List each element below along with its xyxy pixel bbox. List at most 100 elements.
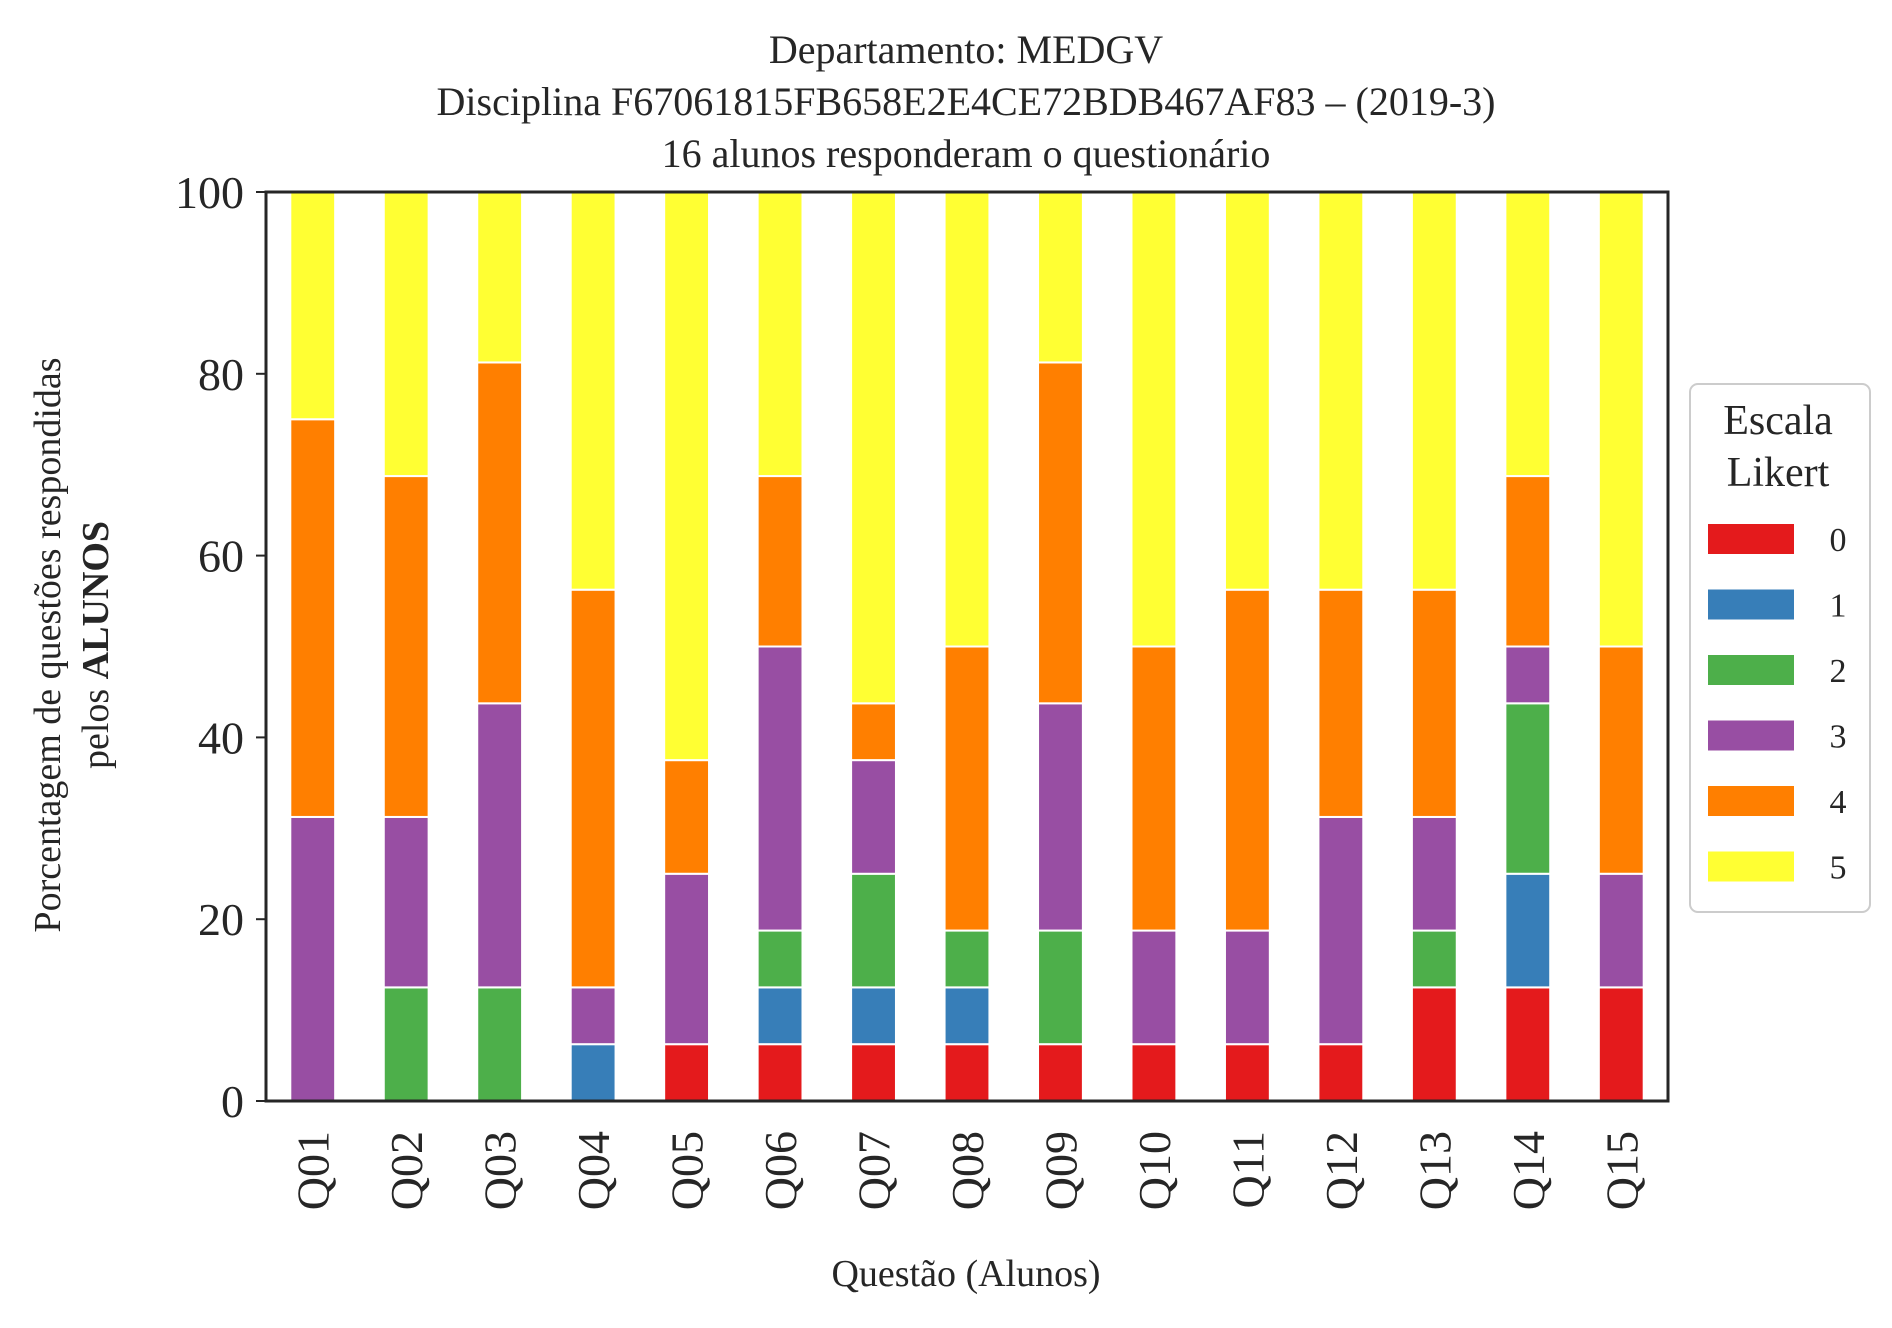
bar-Q07-likert-0 bbox=[850, 1043, 897, 1102]
legend-items: 0 1 2 3 4 5 bbox=[1708, 522, 1847, 887]
bar-stacks bbox=[289, 191, 1645, 1103]
bar-Q08-likert-4 bbox=[943, 645, 991, 932]
bar-Q09-likert-2 bbox=[1037, 929, 1084, 1046]
bar-Q03-likert-2 bbox=[476, 986, 524, 1103]
chart-title-line-3: 16 alunos responderam o questionário bbox=[662, 131, 1271, 176]
legend-frame bbox=[1689, 383, 1871, 913]
bar-Q06-likert-2 bbox=[756, 929, 804, 989]
legend-swatch-3 bbox=[1708, 720, 1794, 751]
bar-Q05-likert-3 bbox=[663, 872, 711, 1046]
bar-Q07-likert-2 bbox=[850, 872, 897, 989]
legend-title-line-1: Escala bbox=[1723, 398, 1833, 444]
bar-Q06-likert-3 bbox=[756, 645, 804, 932]
x-axis-ticks: Q01 Q02 Q03 Q04 Q05 Q06 Q07 Q08 Q09 Q10 Q11 Q12 Q13 Q… bbox=[288, 1131, 1648, 1210]
bar-Q07-likert-1 bbox=[850, 986, 897, 1046]
bar-Q13-likert-4 bbox=[1410, 588, 1458, 818]
x-tick-label: Q07 bbox=[849, 1131, 900, 1210]
bar-Q02-likert-4 bbox=[382, 475, 430, 818]
bar-Q12-likert-3 bbox=[1317, 815, 1365, 1046]
bar-Q14-likert-1 bbox=[1504, 872, 1552, 989]
y-tick-label: 20 bbox=[198, 894, 244, 945]
bar-Q09-likert-3 bbox=[1037, 702, 1084, 932]
bar-Q07-likert-4 bbox=[850, 702, 897, 762]
bar-Q15-likert-3 bbox=[1597, 872, 1645, 989]
bar-Q13-likert-2 bbox=[1410, 929, 1458, 989]
bar-Q12-likert-4 bbox=[1317, 588, 1365, 818]
plot-frame bbox=[264, 190, 1670, 1103]
bar-Q10-likert-3 bbox=[1130, 929, 1178, 1046]
bar-Q13-likert-5 bbox=[1410, 191, 1458, 591]
bar-Q14-likert-3 bbox=[1504, 645, 1552, 705]
y-tick-label: 100 bbox=[175, 167, 244, 218]
y-axis-label-line-1: Porcentagem de questões respondidas bbox=[27, 357, 69, 932]
bar-Q07-likert-3 bbox=[850, 759, 897, 875]
legend-label-1: 1 bbox=[1830, 588, 1847, 625]
x-tick-label: Q03 bbox=[475, 1131, 526, 1210]
bar-Q12-likert-5 bbox=[1317, 191, 1365, 591]
x-tick-label: Q10 bbox=[1129, 1131, 1180, 1210]
bar-Q12-likert-0 bbox=[1317, 1043, 1365, 1102]
bar-Q08-likert-2 bbox=[943, 929, 991, 989]
x-tick-label: Q05 bbox=[662, 1131, 713, 1210]
legend-swatch-5 bbox=[1708, 851, 1794, 882]
legend-swatch-2 bbox=[1708, 655, 1794, 685]
bar-Q06-likert-4 bbox=[756, 475, 804, 648]
y-tick-label: 80 bbox=[198, 349, 244, 400]
bar-Q11-likert-4 bbox=[1223, 588, 1271, 932]
bar-Q11-likert-5 bbox=[1223, 191, 1271, 591]
bar-Q05-likert-5 bbox=[663, 191, 711, 762]
bar-Q14-likert-0 bbox=[1504, 986, 1552, 1103]
bar-Q01-likert-4 bbox=[289, 418, 337, 818]
bar-Q11-likert-3 bbox=[1223, 929, 1271, 1046]
legend: Escala Likert 0 1 2 3 4 5 bbox=[1689, 383, 1871, 913]
bar-Q10-likert-0 bbox=[1130, 1043, 1178, 1102]
bar-Q15-likert-5 bbox=[1597, 191, 1645, 648]
bar-Q11-likert-0 bbox=[1223, 1043, 1271, 1102]
bar-Q14-likert-5 bbox=[1504, 191, 1552, 478]
bar-Q05-likert-4 bbox=[663, 759, 711, 875]
y-tick-label: 60 bbox=[198, 531, 244, 582]
bar-Q04-likert-1 bbox=[569, 1043, 617, 1102]
bar-Q02-likert-2 bbox=[382, 986, 430, 1103]
chart-title-line-2: Disciplina F67061815FB658E2E4CE72BDB467A… bbox=[437, 79, 1496, 124]
legend-title-line-2: Likert bbox=[1727, 450, 1830, 496]
bar-Q01-likert-3 bbox=[289, 815, 337, 1102]
y-tick-label: 40 bbox=[198, 712, 244, 763]
legend-label-3: 3 bbox=[1830, 719, 1847, 756]
bar-Q03-likert-4 bbox=[476, 361, 524, 705]
y-axis-label-prefix: pelos bbox=[75, 679, 117, 769]
bar-Q03-likert-3 bbox=[476, 702, 524, 989]
legend-label-0: 0 bbox=[1830, 522, 1847, 559]
bar-Q14-likert-2 bbox=[1504, 702, 1552, 875]
x-tick-label: Q11 bbox=[1222, 1131, 1273, 1209]
x-tick-label: Q01 bbox=[288, 1131, 339, 1210]
x-tick-label: Q06 bbox=[755, 1131, 806, 1210]
y-axis-label-line-2: pelos ALUNOS bbox=[75, 521, 117, 769]
legend-label-2: 2 bbox=[1830, 653, 1847, 690]
x-tick-label: Q14 bbox=[1503, 1131, 1554, 1210]
x-tick-label: Q02 bbox=[381, 1131, 432, 1210]
bar-Q13-likert-3 bbox=[1410, 815, 1458, 932]
x-axis-label: Questão (Alunos) bbox=[831, 1253, 1100, 1295]
chart-title: Departamento: MEDGV Disciplina F67061815… bbox=[437, 27, 1496, 176]
y-tick-label: 0 bbox=[221, 1076, 244, 1127]
bar-Q09-likert-4 bbox=[1037, 361, 1084, 705]
bar-Q04-likert-5 bbox=[569, 191, 617, 591]
chart-title-line-1: Departamento: MEDGV bbox=[769, 27, 1163, 72]
bar-Q01-likert-5 bbox=[289, 191, 337, 421]
legend-label-4: 4 bbox=[1830, 784, 1847, 821]
bar-Q06-likert-0 bbox=[756, 1043, 804, 1102]
bar-Q15-likert-4 bbox=[1597, 645, 1645, 875]
x-tick-label: Q08 bbox=[942, 1131, 993, 1210]
x-tick-label: Q13 bbox=[1409, 1131, 1460, 1210]
bar-Q09-likert-0 bbox=[1037, 1043, 1084, 1102]
x-tick-label: Q15 bbox=[1596, 1131, 1647, 1210]
bar-Q10-likert-5 bbox=[1130, 191, 1178, 648]
bar-Q02-likert-5 bbox=[382, 191, 430, 478]
bar-Q06-likert-1 bbox=[756, 986, 804, 1046]
x-tick-label: Q12 bbox=[1316, 1131, 1367, 1210]
bar-Q02-likert-3 bbox=[382, 815, 430, 989]
bar-Q07-likert-5 bbox=[850, 191, 897, 705]
